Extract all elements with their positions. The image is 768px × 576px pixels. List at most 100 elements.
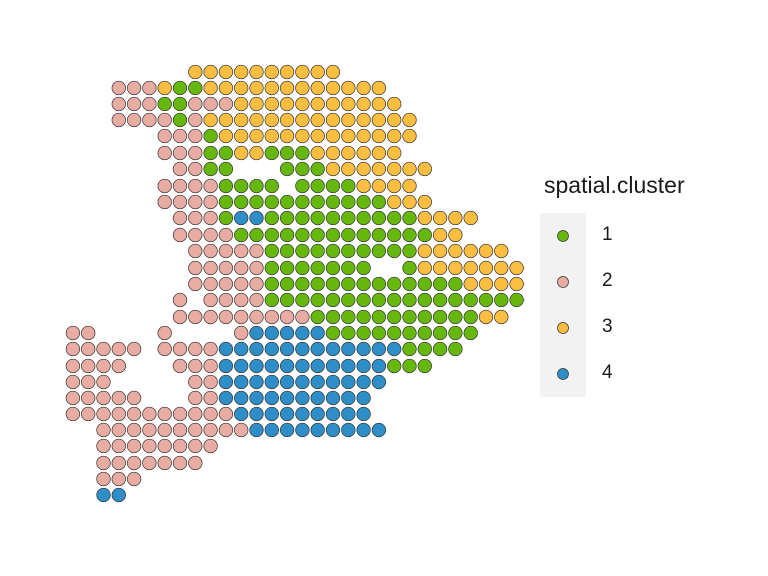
spot-cluster-2 xyxy=(126,455,142,471)
spot-cluster-4 xyxy=(310,406,325,422)
spot-cluster-3 xyxy=(371,96,387,112)
spot-cluster-3 xyxy=(279,96,295,112)
spot-cluster-2 xyxy=(65,374,81,390)
spot-cluster-2 xyxy=(218,309,234,325)
spot-cluster-2 xyxy=(157,438,172,454)
spot-cluster-1 xyxy=(325,276,341,292)
spot-cluster-1 xyxy=(371,292,387,308)
spot-cluster-4 xyxy=(371,422,387,438)
spot-cluster-1 xyxy=(295,243,310,259)
spot-cluster-1 xyxy=(218,161,234,177)
spot-cluster-2 xyxy=(218,260,234,276)
spot-cluster-3 xyxy=(234,80,249,96)
spot-cluster-2 xyxy=(142,406,157,422)
spot-cluster-3 xyxy=(218,64,234,80)
spot-cluster-3 xyxy=(218,128,234,144)
spot-cluster-4 xyxy=(356,374,371,390)
spot-cluster-3 xyxy=(387,178,402,194)
spot-cluster-1 xyxy=(325,227,341,243)
spot-cluster-1 xyxy=(371,243,387,259)
spot-cluster-2 xyxy=(203,243,218,259)
spot-cluster-2 xyxy=(96,341,111,357)
spot-cluster-1 xyxy=(341,227,356,243)
spot-cluster-1 xyxy=(218,145,234,161)
spot-cluster-3 xyxy=(432,260,448,276)
spot-cluster-3 xyxy=(463,243,478,259)
spot-cluster-3 xyxy=(203,112,218,128)
spot-cluster-3 xyxy=(341,80,356,96)
spot-cluster-2 xyxy=(203,178,218,194)
spot-cluster-2 xyxy=(188,161,203,177)
spot-cluster-4 xyxy=(249,390,264,406)
spot-cluster-1 xyxy=(234,227,249,243)
spot-cluster-2 xyxy=(111,341,126,357)
spot-cluster-1 xyxy=(417,309,432,325)
spot-cluster-3 xyxy=(387,161,402,177)
spot-cluster-2 xyxy=(218,227,234,243)
spot-cluster-3 xyxy=(264,80,279,96)
spot-cluster-4 xyxy=(218,358,234,374)
spot-cluster-3 xyxy=(249,145,264,161)
spot-cluster-4 xyxy=(325,406,341,422)
spot-cluster-2 xyxy=(203,438,218,454)
spot-cluster-2 xyxy=(172,161,188,177)
spot-cluster-4 xyxy=(371,374,387,390)
spot-cluster-1 xyxy=(371,210,387,226)
spot-cluster-1 xyxy=(279,210,295,226)
spot-cluster-1 xyxy=(356,309,371,325)
spot-cluster-2 xyxy=(96,422,111,438)
spot-cluster-3 xyxy=(371,161,387,177)
legend-item-1: 1 xyxy=(540,213,613,259)
spot-cluster-2 xyxy=(172,309,188,325)
legend-key-4 xyxy=(557,368,569,380)
spot-cluster-1 xyxy=(218,210,234,226)
legend-key-1 xyxy=(557,230,569,242)
spot-cluster-2 xyxy=(203,194,218,210)
spot-cluster-4 xyxy=(249,374,264,390)
spot-cluster-2 xyxy=(234,422,249,438)
spot-cluster-1 xyxy=(356,210,371,226)
spot-cluster-1 xyxy=(157,96,172,112)
spot-cluster-2 xyxy=(172,455,188,471)
spot-cluster-3 xyxy=(402,112,417,128)
spot-cluster-1 xyxy=(463,292,478,308)
spot-cluster-3 xyxy=(295,80,310,96)
spot-cluster-3 xyxy=(341,96,356,112)
spot-cluster-4 xyxy=(249,341,264,357)
spot-cluster-2 xyxy=(65,341,81,357)
spot-cluster-2 xyxy=(234,325,249,341)
spot-cluster-1 xyxy=(325,292,341,308)
spot-cluster-4 xyxy=(310,390,325,406)
spot-cluster-3 xyxy=(494,260,509,276)
spot-cluster-2 xyxy=(96,471,111,487)
spot-cluster-1 xyxy=(234,178,249,194)
spot-cluster-4 xyxy=(279,374,295,390)
spot-cluster-2 xyxy=(157,325,172,341)
spot-cluster-1 xyxy=(387,243,402,259)
spot-cluster-4 xyxy=(325,374,341,390)
spot-cluster-2 xyxy=(172,292,188,308)
spot-cluster-3 xyxy=(417,210,432,226)
spot-cluster-4 xyxy=(249,406,264,422)
spot-cluster-2 xyxy=(188,438,203,454)
spot-cluster-1 xyxy=(264,292,279,308)
spot-cluster-2 xyxy=(188,358,203,374)
spot-cluster-2 xyxy=(188,422,203,438)
spot-cluster-2 xyxy=(126,390,142,406)
spot-cluster-4 xyxy=(356,390,371,406)
spot-cluster-4 xyxy=(295,422,310,438)
spot-cluster-2 xyxy=(295,309,310,325)
spot-cluster-1 xyxy=(341,292,356,308)
spot-cluster-1 xyxy=(325,210,341,226)
spot-cluster-3 xyxy=(478,260,494,276)
spot-cluster-2 xyxy=(157,422,172,438)
spot-cluster-3 xyxy=(387,112,402,128)
spot-cluster-1 xyxy=(310,276,325,292)
spot-cluster-4 xyxy=(279,390,295,406)
spot-cluster-1 xyxy=(356,260,371,276)
spot-cluster-1 xyxy=(356,292,371,308)
spot-cluster-2 xyxy=(218,422,234,438)
spot-cluster-3 xyxy=(494,276,509,292)
spot-cluster-3 xyxy=(448,243,463,259)
spot-cluster-2 xyxy=(172,438,188,454)
